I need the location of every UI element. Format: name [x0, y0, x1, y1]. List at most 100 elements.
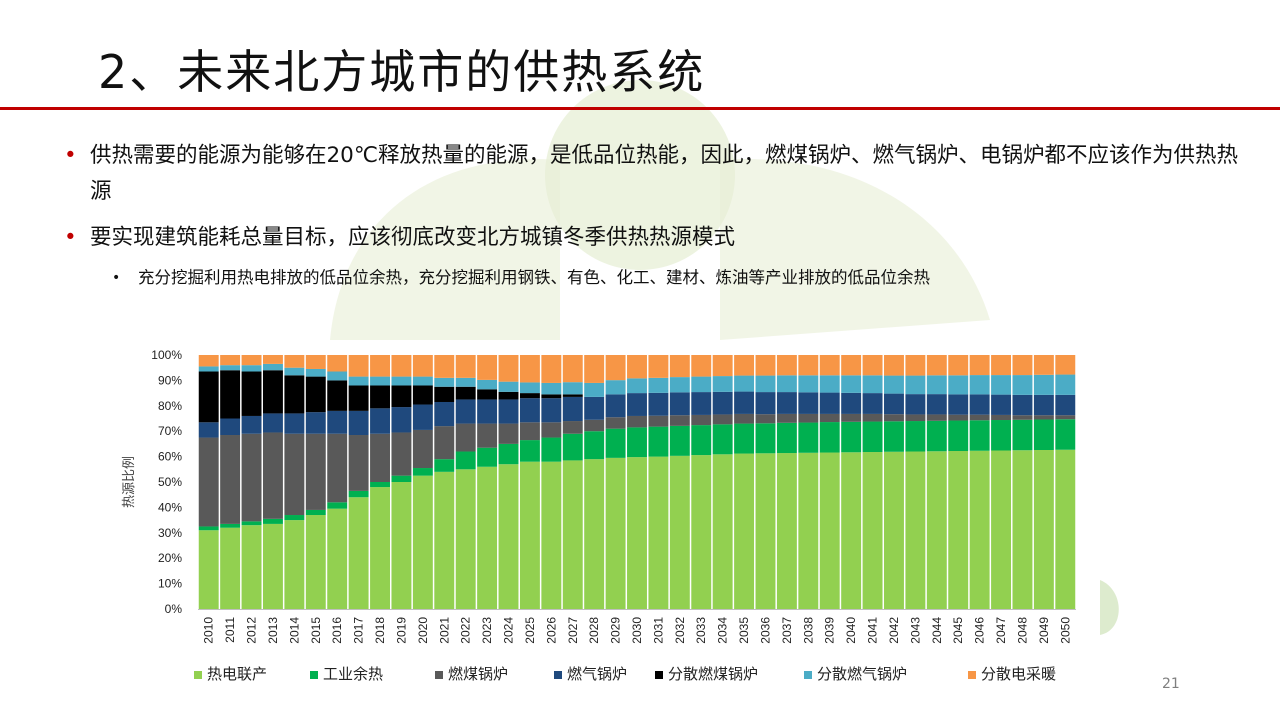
bar-segment: [884, 414, 904, 422]
bar-segment: [584, 396, 605, 420]
bar-segment: [991, 355, 1012, 376]
bar-segment: [669, 425, 690, 456]
bar-segment: [220, 523, 241, 528]
bar-segment: [991, 450, 1012, 609]
bar-segment: [477, 389, 498, 400]
bar-segment: [798, 375, 819, 393]
bar-segment: [926, 420, 947, 452]
bar-segment: [905, 375, 926, 395]
bar-segment: [455, 377, 476, 387]
bar-segment: [862, 355, 883, 376]
bar-segment: [455, 423, 476, 452]
bar-segment: [305, 412, 326, 434]
bar-segment: [691, 355, 712, 377]
x-tick-label: 2046: [973, 617, 987, 644]
x-tick-label: 2017: [352, 617, 366, 644]
bar-segment: [605, 394, 626, 418]
bar-segment: [627, 457, 647, 609]
bar-segment: [862, 393, 883, 414]
bar-segment: [198, 437, 219, 527]
bar-segment: [841, 392, 862, 414]
x-tick-label: 2031: [651, 617, 665, 644]
bar-segment: [798, 355, 819, 376]
legend-label: 工业余热: [323, 665, 383, 683]
bar-segment: [498, 423, 519, 444]
bar-segment: [498, 464, 519, 609]
bar-segment: [862, 375, 883, 394]
bar-segment: [1055, 449, 1076, 609]
bar-segment: [841, 375, 862, 393]
bar-segment: [605, 457, 626, 609]
bar-segment: [284, 515, 305, 521]
bar-segment: [477, 423, 498, 448]
bar-segment: [477, 399, 498, 424]
bar-segment: [926, 355, 947, 376]
bar-segment: [1055, 415, 1076, 420]
bar-segment: [798, 392, 819, 414]
bar-segment: [348, 385, 369, 411]
bar-segment: [841, 355, 862, 376]
bar-segment: [519, 398, 540, 423]
bar-segment: [391, 475, 412, 482]
bar-segment: [862, 421, 883, 453]
bar-segment: [776, 413, 797, 423]
bar-segment: [734, 423, 755, 454]
bar-segment: [241, 521, 262, 526]
bar-segment: [305, 376, 326, 413]
bar-segment: [926, 375, 947, 395]
bar-segment: [605, 380, 626, 395]
bar-segment: [605, 355, 626, 381]
bar-segment: [734, 453, 755, 609]
bar-segment: [1033, 374, 1054, 395]
bar-segment: [284, 413, 305, 434]
slide-title: 2、未来北方城市的供热系统: [98, 45, 706, 99]
bar-segment: [370, 355, 390, 377]
bar-segment: [455, 399, 476, 424]
bar-segment: [627, 378, 647, 394]
sub-bullet-text: 充分挖掘利用热电排放的低品位余热，充分挖掘利用钢铁、有色、化工、建材、炼油等产业…: [138, 268, 930, 287]
bar-segment: [562, 433, 583, 461]
bar-segment: [327, 410, 348, 434]
bar-segment: [370, 487, 390, 609]
bar-segment: [969, 394, 990, 415]
bar-segment: [648, 355, 669, 378]
bar-segment: [755, 375, 776, 393]
bar-segment: [1012, 450, 1033, 609]
bar-segment: [991, 375, 1012, 395]
x-tick-label: 2019: [394, 617, 408, 644]
bar-segment: [391, 385, 412, 408]
bar-segment: [348, 410, 369, 436]
bar-segment: [669, 355, 690, 378]
bar-segment: [434, 386, 455, 402]
bar-segment: [541, 382, 562, 395]
x-tick-label: 2022: [459, 617, 473, 644]
bar-segment: [284, 355, 305, 368]
bar-segment: [241, 415, 262, 434]
legend-swatch: [194, 671, 202, 679]
bar-segment: [841, 413, 862, 422]
x-tick-label: 2035: [737, 617, 751, 644]
bar-segment: [262, 518, 283, 524]
bar-segment: [412, 429, 433, 469]
bar-segment: [455, 355, 476, 378]
bar-segment: [262, 523, 283, 609]
bar-segment: [284, 375, 305, 414]
bar-segment: [434, 355, 455, 378]
bar-segment: [948, 394, 969, 415]
bar-segment: [1012, 355, 1033, 376]
bar-segment: [1055, 419, 1076, 450]
y-tick-label: 70%: [158, 424, 182, 438]
bar-segment: [691, 455, 712, 609]
bar-segment: [498, 391, 519, 400]
y-tick-label: 100%: [151, 348, 182, 362]
bar-segment: [305, 509, 326, 516]
bar-segment: [455, 469, 476, 609]
bar-segment: [434, 471, 455, 609]
bar-segment: [391, 482, 412, 609]
x-tick-label: 2032: [673, 617, 687, 644]
bar-segment: [1033, 394, 1054, 416]
bar-segment: [455, 386, 476, 400]
bar-segment: [519, 461, 540, 609]
x-tick-label: 2033: [694, 617, 708, 644]
bar-segment: [819, 375, 840, 393]
